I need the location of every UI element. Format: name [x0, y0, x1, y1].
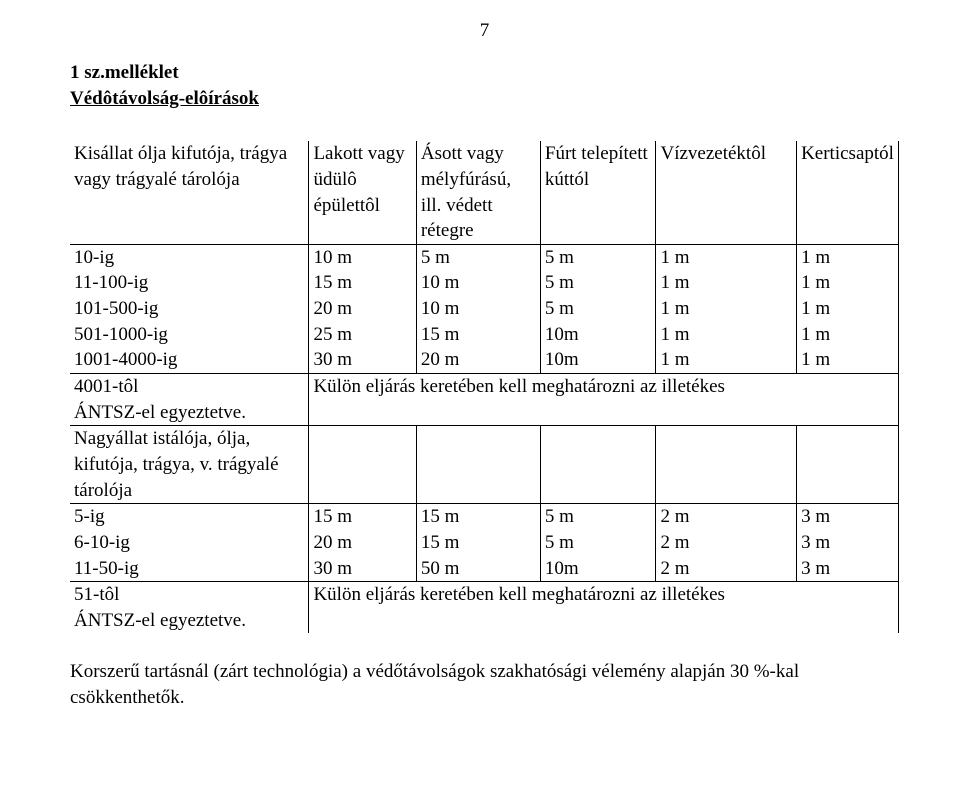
table-row: 6-10-ig 20 m 15 m 5 m 2 m 3 m — [70, 530, 899, 556]
page-number: 7 — [70, 20, 899, 42]
distance-table: Kisállat ólja kifutója, trágya vagy trág… — [70, 141, 899, 633]
cell: 11-50-ig — [70, 556, 309, 582]
cell: 15 m — [416, 322, 540, 348]
cell: 1 m — [656, 296, 797, 322]
cell: 1 m — [797, 322, 899, 348]
section-b-header-row: Nagyállat istálója, ólja, kifutója, trág… — [70, 426, 899, 504]
heading-block: 1 sz.melléklet Védôtávolság-elôírások — [70, 60, 899, 111]
cell: 10 m — [309, 244, 416, 270]
cell: 5 m — [416, 244, 540, 270]
cell: 50 m — [416, 556, 540, 582]
cell: 5-ig — [70, 504, 309, 530]
col-header: Kerticsaptól — [797, 141, 899, 244]
cell: 30 m — [309, 556, 416, 582]
document-page: 7 1 sz.melléklet Védôtávolság-elôírások … — [0, 0, 959, 731]
cell — [416, 426, 540, 504]
cell: 2 m — [656, 556, 797, 582]
col-header: Ásott vagy mélyfúrású, ill. védett réteg… — [416, 141, 540, 244]
cell: 20 m — [309, 296, 416, 322]
cell: 15 m — [416, 530, 540, 556]
cell — [797, 426, 899, 504]
cell: 10m — [540, 556, 656, 582]
cell: 3 m — [797, 504, 899, 530]
cell: 10 m — [416, 296, 540, 322]
cell — [540, 426, 656, 504]
table-header-row: Kisállat ólja kifutója, trágya vagy trág… — [70, 141, 899, 244]
cell: 11-100-ig — [70, 270, 309, 296]
cell: 2 m — [656, 530, 797, 556]
cell: 1 m — [656, 322, 797, 348]
cell: 3 m — [797, 556, 899, 582]
cell: 5 m — [540, 244, 656, 270]
cell: 10 m — [416, 270, 540, 296]
cell: 501-1000-ig — [70, 322, 309, 348]
table-row: 11-50-ig 30 m 50 m 10m 2 m 3 m — [70, 556, 899, 582]
cell: 1001-4000-ig — [70, 347, 309, 373]
cell: 15 m — [416, 504, 540, 530]
merge-row: 4001-tôl ÁNTSZ-el egyeztetve. Külön eljá… — [70, 374, 899, 426]
cell: 15 m — [309, 270, 416, 296]
table-row: 501-1000-ig 25 m 15 m 10m 1 m 1 m — [70, 322, 899, 348]
cell: 25 m — [309, 322, 416, 348]
heading-line1: 1 sz.melléklet — [70, 62, 179, 83]
col-header: Kisállat ólja kifutója, trágya vagy trág… — [70, 141, 309, 244]
cell: 1 m — [797, 270, 899, 296]
cell: 1 m — [656, 270, 797, 296]
table-row: 1001-4000-ig 30 m 20 m 10m 1 m 1 m — [70, 347, 899, 373]
cell — [309, 426, 416, 504]
table-row: 11-100-ig 15 m 10 m 5 m 1 m 1 m — [70, 270, 899, 296]
table-row: 101-500-ig 20 m 10 m 5 m 1 m 1 m — [70, 296, 899, 322]
section-b-label: Nagyállat istálója, ólja, kifutója, trág… — [70, 426, 309, 504]
merge-text-a: Külön eljárás keretében kell meghatározn… — [309, 374, 899, 426]
cell: 15 m — [309, 504, 416, 530]
table-row: 10-ig 10 m 5 m 5 m 1 m 1 m — [70, 244, 899, 270]
cell: 3 m — [797, 530, 899, 556]
cell: 5 m — [540, 504, 656, 530]
cell: 5 m — [540, 270, 656, 296]
cell: 101-500-ig — [70, 296, 309, 322]
cell: 20 m — [309, 530, 416, 556]
cell: 2 m — [656, 504, 797, 530]
cell: 10m — [540, 347, 656, 373]
col-header: Fúrt telepített kúttól — [540, 141, 656, 244]
cell: 1 m — [797, 296, 899, 322]
cell: 1 m — [656, 244, 797, 270]
cell: 5 m — [540, 530, 656, 556]
cell: 5 m — [540, 296, 656, 322]
cell: 1 m — [656, 347, 797, 373]
cell: 1 m — [797, 347, 899, 373]
footer-note: Korszerű tartásnál (zárt technológia) a … — [70, 659, 899, 710]
cell — [656, 426, 797, 504]
cell: 30 m — [309, 347, 416, 373]
heading-line2: Védôtávolság-elôírások — [70, 88, 259, 109]
merge-text-b: Külön eljárás keretében kell meghatározn… — [309, 582, 899, 634]
table-row: 5-ig 15 m 15 m 5 m 2 m 3 m — [70, 504, 899, 530]
col-header: Lakott vagy üdülô épülettôl — [309, 141, 416, 244]
cell: 20 m — [416, 347, 540, 373]
cell: 10-ig — [70, 244, 309, 270]
merge-label-b: 51-tôl ÁNTSZ-el egyeztetve. — [70, 582, 309, 634]
merge-row: 51-tôl ÁNTSZ-el egyeztetve. Külön eljárá… — [70, 582, 899, 634]
merge-label-a: 4001-tôl ÁNTSZ-el egyeztetve. — [70, 374, 309, 426]
cell: 10m — [540, 322, 656, 348]
col-header: Vízvezetéktôl — [656, 141, 797, 244]
cell: 6-10-ig — [70, 530, 309, 556]
cell: 1 m — [797, 244, 899, 270]
